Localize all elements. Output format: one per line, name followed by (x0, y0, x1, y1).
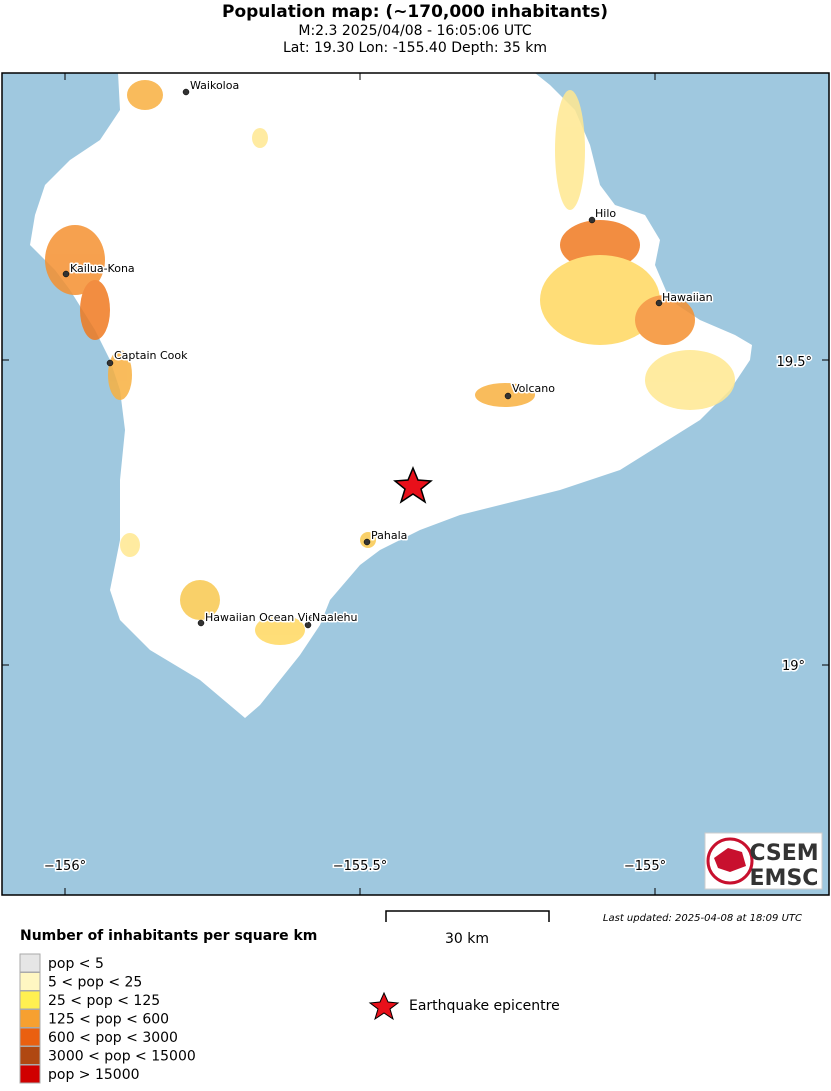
legend-star (368, 991, 400, 1021)
logo-top: CSEM (749, 841, 818, 866)
logo: CSEM EMSC (704, 832, 823, 891)
legend-swatch (19, 953, 41, 973)
legend-swatch (19, 1046, 41, 1065)
city-label: Volcano (512, 382, 555, 395)
scale-label: 30 km (445, 931, 489, 947)
legend-title: Number of inhabitants per square km (20, 928, 317, 944)
legend-label: 5 < pop < 25 (48, 975, 142, 991)
city-label: Waikoloa (190, 79, 239, 92)
lon-label: −155° (624, 859, 666, 874)
updated: Last updated: 2025-04-08 at 18:09 UTC (603, 913, 802, 924)
logo-bottom: EMSC (750, 866, 819, 891)
city-label: Naalehu (312, 611, 357, 624)
lat-label: 19° (782, 659, 805, 674)
event: M:2.3 2025/04/08 - 16:05:06 UTC (298, 23, 531, 39)
legend-label: 125 < pop < 600 (48, 1012, 169, 1028)
location: Lat: 19.30 Lon: -155.40 Depth: 35 km (283, 40, 547, 56)
city-dots (62, 88, 663, 629)
legend-label: 3000 < pop < 15000 (48, 1049, 196, 1065)
legend-epicentre: Earthquake epicentre (409, 998, 560, 1014)
lon-label: −156° (44, 859, 86, 874)
legend-swatch (19, 990, 41, 1010)
legend-swatch (19, 1027, 41, 1047)
city-label: Hilo (595, 207, 616, 220)
legend-swatch (19, 1064, 41, 1084)
title: Population map: (~170,000 inhabitants) (222, 2, 608, 22)
legend: pop < 5 5 < pop < 25 25 < pop < 125 125 < p… (19, 953, 196, 1084)
epicentre-star (393, 466, 433, 504)
city-label: Hawaiian Ocean View (205, 611, 324, 624)
city-label: Captain Cook (114, 349, 188, 362)
ticks (2, 73, 829, 895)
legend-swatch (19, 1009, 41, 1028)
city-label: Pahala (371, 529, 407, 542)
scale-bar (385, 910, 550, 922)
lon-label: −155.5° (333, 859, 388, 874)
city-label: Kailua-Kona (70, 262, 135, 275)
map: Waikoloa Kailua-Kona Captain Cook Hilo H… (1, 72, 830, 896)
legend-label: 25 < pop < 125 (48, 993, 160, 1009)
legend-label: pop < 5 (48, 956, 104, 972)
legend-label: pop > 15000 (48, 1067, 140, 1083)
lat-label: 19.5° (777, 355, 812, 370)
legend-swatch (19, 972, 41, 991)
legend-label: 600 < pop < 3000 (48, 1030, 178, 1046)
frame (1, 72, 830, 896)
city-label: Hawaiian (662, 291, 713, 304)
